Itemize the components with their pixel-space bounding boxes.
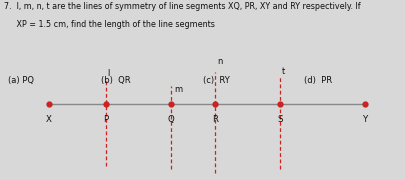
Text: 7.  l, m, n, t are the lines of symmetry of line segments XQ, PR, XY and RY resp: 7. l, m, n, t are the lines of symmetry … — [4, 2, 360, 11]
Text: (a) PQ: (a) PQ — [8, 76, 34, 85]
Text: n: n — [217, 57, 222, 66]
Text: R: R — [212, 115, 217, 124]
Text: (c)  RY: (c) RY — [202, 76, 229, 85]
Text: m: m — [174, 86, 182, 94]
Text: t: t — [281, 68, 285, 76]
Text: S: S — [277, 115, 282, 124]
Text: XP = 1.5 cm, find the length of the line segments: XP = 1.5 cm, find the length of the line… — [4, 20, 214, 29]
Text: P: P — [103, 115, 108, 124]
Text: (d)  PR: (d) PR — [304, 76, 332, 85]
Text: (b)  QR: (b) QR — [101, 76, 131, 85]
Text: X: X — [46, 115, 51, 124]
Text: Y: Y — [362, 115, 367, 124]
Text: l: l — [107, 69, 110, 78]
Text: Q: Q — [167, 115, 173, 124]
